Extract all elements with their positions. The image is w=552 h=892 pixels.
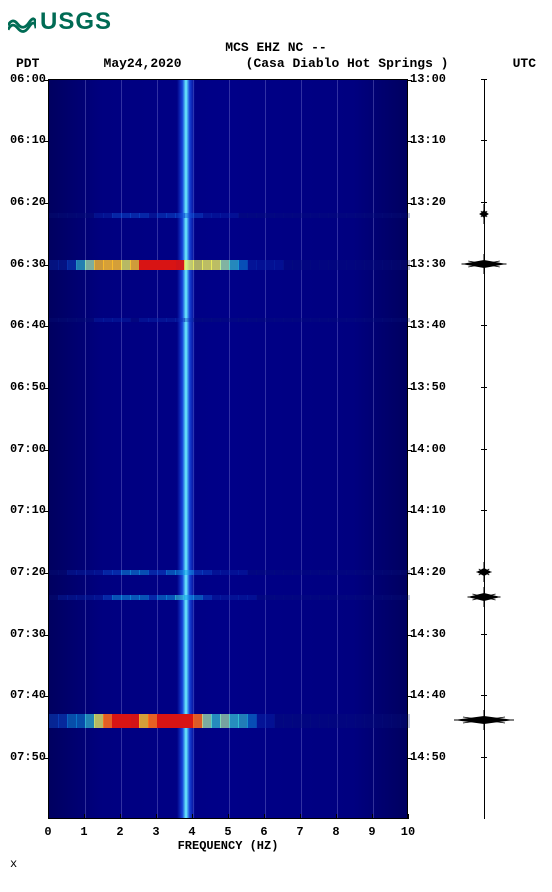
seismogram-burst: [454, 204, 514, 224]
gridline: [337, 80, 338, 818]
yaxis-utc-label: 14:40: [410, 688, 446, 702]
xaxis-label: 6: [260, 825, 267, 839]
yaxis-utc-label: 13:30: [410, 257, 446, 271]
spectrogram-plot: [48, 79, 408, 819]
gridline: [301, 80, 302, 818]
station-label: (Casa Diablo Hot Springs ): [246, 56, 449, 72]
yaxis-pdt-label: 07:50: [10, 750, 46, 764]
yaxis-utc-label: 14:00: [410, 442, 446, 456]
gridline: [121, 80, 122, 818]
usgs-wave-icon: [8, 11, 36, 33]
seismogram-burst: [454, 587, 514, 607]
yaxis-pdt-label: 06:10: [10, 133, 46, 147]
yaxis-utc-label: 14:10: [410, 503, 446, 517]
xaxis-label: 9: [368, 825, 375, 839]
yaxis-pdt-label: 07:40: [10, 688, 46, 702]
seismogram-burst: [454, 710, 514, 730]
yaxis-utc: 13:0013:1013:2013:3013:4013:5014:0014:10…: [408, 79, 448, 819]
gridline: [265, 80, 266, 818]
seismogram-burst: [454, 254, 514, 274]
xaxis-label: 3: [152, 825, 159, 839]
xaxis-label: 7: [296, 825, 303, 839]
xaxis-label: 1: [80, 825, 87, 839]
yaxis-pdt-label: 07:30: [10, 627, 46, 641]
yaxis-utc-label: 14:20: [410, 565, 446, 579]
spectral-event: [49, 213, 407, 218]
yaxis-utc-label: 13:00: [410, 72, 446, 86]
yaxis-pdt-label: 06:40: [10, 318, 46, 332]
gridline: [85, 80, 86, 818]
xaxis-label: 10: [401, 825, 415, 839]
xaxis-title: FREQUENCY (HZ): [178, 839, 279, 853]
gridline: [373, 80, 374, 818]
yaxis-pdt-label: 07:10: [10, 503, 46, 517]
yaxis-pdt: 06:0006:1006:2006:3006:4006:5007:0007:10…: [8, 79, 48, 819]
gridline: [229, 80, 230, 818]
chart-title-line1: MCS EHZ NC --: [8, 40, 544, 56]
spectral-event: [49, 260, 407, 270]
tz-right-label: UTC: [513, 56, 536, 72]
yaxis-pdt-label: 07:20: [10, 565, 46, 579]
yaxis-pdt-label: 06:00: [10, 72, 46, 86]
xaxis-label: 5: [224, 825, 231, 839]
yaxis-utc-label: 14:30: [410, 627, 446, 641]
yaxis-pdt-label: 06:50: [10, 380, 46, 394]
xaxis-label: 8: [332, 825, 339, 839]
xaxis-label: 0: [44, 825, 51, 839]
yaxis-pdt-label: 07:00: [10, 442, 46, 456]
yaxis-utc-label: 13:40: [410, 318, 446, 332]
seismogram-plot: [454, 79, 514, 819]
yaxis-utc-label: 14:50: [410, 750, 446, 764]
date-label: May24,2020: [104, 56, 182, 72]
yaxis-pdt-label: 06:30: [10, 257, 46, 271]
xaxis-frequency: FREQUENCY (HZ) 012345678910: [48, 819, 408, 853]
spectral-event: [49, 570, 407, 575]
spectrogram-background: [49, 80, 407, 818]
tz-left-label: PDT: [16, 56, 39, 72]
usgs-logo-text: USGS: [40, 8, 112, 36]
footer-corner-mark: x: [10, 857, 544, 871]
gridline: [157, 80, 158, 818]
spectral-event: [49, 714, 407, 728]
yaxis-pdt-label: 06:20: [10, 195, 46, 209]
spectral-event: [49, 318, 407, 322]
xaxis-label: 2: [116, 825, 123, 839]
xaxis-label: 4: [188, 825, 195, 839]
yaxis-utc-label: 13:20: [410, 195, 446, 209]
yaxis-utc-label: 13:50: [410, 380, 446, 394]
usgs-logo: USGS: [8, 8, 544, 36]
yaxis-utc-label: 13:10: [410, 133, 446, 147]
seismogram-burst: [454, 562, 514, 582]
persistent-band: [177, 80, 195, 818]
spectral-event: [49, 595, 407, 600]
